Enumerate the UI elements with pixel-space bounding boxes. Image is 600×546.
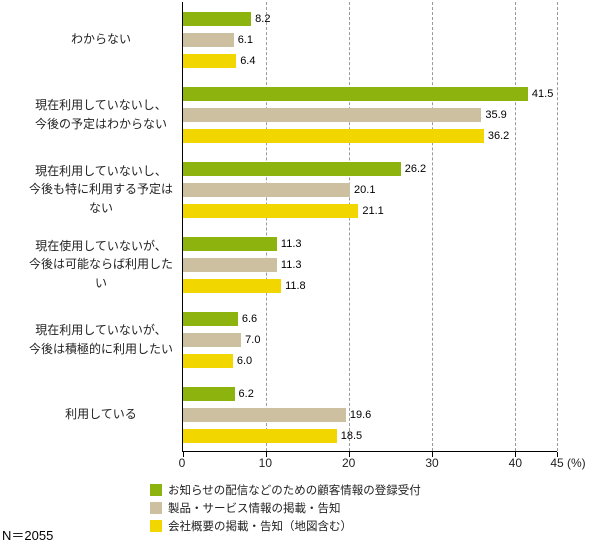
bar-row: 6.2 — [183, 386, 557, 401]
bar — [183, 278, 282, 293]
bar-group: 6.2 19.6 18.5 — [183, 377, 557, 452]
bar-row: 36.2 — [183, 128, 557, 143]
bar-value-label: 21.1 — [362, 204, 384, 217]
bar-row: 6.0 — [183, 353, 557, 368]
category-label: 現在使用していないが、 今後は可能ならば利用したい — [28, 238, 173, 290]
bar-value-label: 19.6 — [349, 408, 372, 421]
legend-swatch — [150, 520, 162, 532]
bar-row: 21.1 — [183, 203, 557, 218]
gridline — [557, 2, 558, 451]
bar-value-label: 6.2 — [238, 387, 254, 400]
gridline — [266, 2, 268, 451]
bar-value-label: 6.4 — [240, 54, 256, 67]
x-tick-mark — [266, 452, 268, 457]
legend-item: お知らせの配信などのための顧客情報の登録受付 — [150, 481, 421, 499]
legend: お知らせの配信などのための顧客情報の登録受付 製品・サービス情報の掲載・告知 会社概… — [150, 481, 421, 535]
x-axis-unit-label: (%) — [567, 456, 586, 470]
gridline — [349, 2, 351, 451]
legend-item: 会社概要の掲載・告知（地図含む） — [150, 517, 421, 535]
bar — [183, 257, 277, 272]
bar-value-label: 6.6 — [241, 312, 258, 325]
x-tick-mark — [349, 452, 351, 457]
bar-value-label: 35.9 — [485, 108, 507, 121]
bar — [183, 332, 242, 347]
bar — [183, 203, 359, 218]
legend-label: 製品・サービス情報の掲載・告知 — [168, 503, 341, 515]
bar-row: 41.5 — [183, 86, 557, 101]
x-tick-label: 0 — [178, 456, 186, 470]
bar — [183, 86, 528, 101]
category-label: 現在利用していないし、 今後の予定はわからない — [34, 97, 167, 131]
bar-value-label: 26.2 — [404, 162, 427, 175]
x-axis-tick-labels: (%) 0 10 20 30 40 45 — [178, 456, 586, 472]
legend-swatch — [150, 502, 162, 514]
bar-group: 26.2 20.1 21.1 — [183, 152, 557, 227]
bar-group: 8.2 6.1 6.4 — [183, 2, 557, 77]
x-tick-mark — [183, 452, 184, 457]
category-labels: わからない現在利用していないし、 今後の予定はわからない現在利用していないし、 … — [0, 2, 178, 452]
legend-item: 製品・サービス情報の掲載・告知 — [150, 499, 421, 517]
bar — [183, 407, 346, 422]
bar-value-label: 7.0 — [245, 333, 261, 346]
bar-group: 41.5 35.9 36.2 — [183, 77, 557, 152]
bar-value-label: 6.0 — [236, 354, 253, 367]
x-tick-mark — [432, 452, 434, 457]
x-tick-label: 40 — [508, 456, 523, 470]
category-label: 現在利用していないし、 今後も特に利用する予定はない — [28, 163, 173, 215]
bar-value-label: 8.2 — [255, 12, 271, 25]
bar-row: 26.2 — [183, 161, 557, 176]
bar — [183, 182, 351, 197]
bar-row: 6.4 — [183, 53, 557, 68]
bar — [183, 311, 238, 326]
x-tick-label: 30 — [425, 456, 439, 470]
bar-value-label: 11.3 — [280, 258, 302, 271]
bar-value-label: 11.8 — [285, 279, 306, 292]
bar-row: 18.5 — [183, 428, 557, 443]
bar-value-label: 11.3 — [280, 237, 302, 250]
bar — [183, 236, 277, 251]
bar — [183, 11, 252, 26]
bar-group: 11.3 11.3 11.8 — [183, 227, 557, 302]
x-tick-label: 20 — [341, 456, 356, 470]
category-label: わからない — [70, 32, 131, 47]
legend-label: お知らせの配信などのための顧客情報の登録受付 — [168, 485, 421, 497]
sample-size-label: N＝2055 — [2, 528, 54, 543]
bar-value-label: 6.1 — [237, 33, 253, 46]
bar — [183, 428, 337, 443]
bar — [183, 386, 235, 401]
x-tick-label: 45 — [550, 456, 564, 470]
x-tick-mark — [515, 452, 517, 457]
bar-value-label: 18.5 — [340, 429, 363, 442]
bar-row: 19.6 — [183, 407, 557, 422]
bar-row: 11.3 — [183, 257, 557, 272]
category-label: 現在利用していないが、 今後は積極的に利用したい — [28, 322, 173, 356]
bar-group: 6.6 7.0 6.0 — [183, 302, 557, 377]
category-label: 利用している — [65, 407, 137, 422]
legend-label: 会社概要の掲載・告知（地図含む） — [168, 521, 352, 533]
bar-row: 35.9 — [183, 107, 557, 122]
bar-row: 20.1 — [183, 182, 557, 197]
plot-area: 8.2 6.1 6.4 41.5 35.9 36.2 26.2 20.1 21.1 11.3 11.… — [182, 2, 558, 457]
bar-row: 6.1 — [183, 32, 557, 47]
bar-row: 6.6 — [183, 311, 557, 326]
bar-value-label: 20.1 — [354, 183, 376, 196]
bar-row: 11.8 — [183, 278, 557, 293]
bar — [183, 32, 234, 47]
bar — [183, 353, 233, 368]
bar-row: 8.2 — [183, 11, 557, 26]
bar — [183, 161, 401, 176]
legend-swatch — [150, 484, 162, 496]
bar-row: 11.3 — [183, 236, 557, 251]
bar — [183, 107, 482, 122]
x-tick-label: 10 — [258, 456, 273, 470]
x-tick-mark — [557, 452, 558, 457]
bar-row: 7.0 — [183, 332, 557, 347]
gridline — [432, 2, 434, 451]
bar — [183, 128, 484, 143]
bar — [183, 53, 237, 68]
bar-value-label: 36.2 — [487, 129, 510, 142]
gridline — [515, 2, 517, 451]
bar-value-label: 41.5 — [531, 87, 554, 100]
